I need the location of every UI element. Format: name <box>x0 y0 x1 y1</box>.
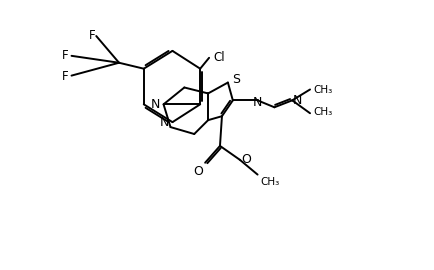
Text: CH₃: CH₃ <box>312 86 332 96</box>
Text: CH₃: CH₃ <box>260 177 279 187</box>
Text: N: N <box>252 96 262 109</box>
Text: CH₃: CH₃ <box>312 107 332 117</box>
Text: O: O <box>193 165 203 178</box>
Text: N: N <box>151 98 160 111</box>
Text: O: O <box>241 153 251 166</box>
Text: Cl: Cl <box>213 51 224 64</box>
Text: S: S <box>231 73 239 86</box>
Text: F: F <box>62 49 69 62</box>
Text: F: F <box>62 70 69 83</box>
Text: N: N <box>293 94 302 107</box>
Text: F: F <box>89 29 95 42</box>
Text: N: N <box>160 116 169 129</box>
